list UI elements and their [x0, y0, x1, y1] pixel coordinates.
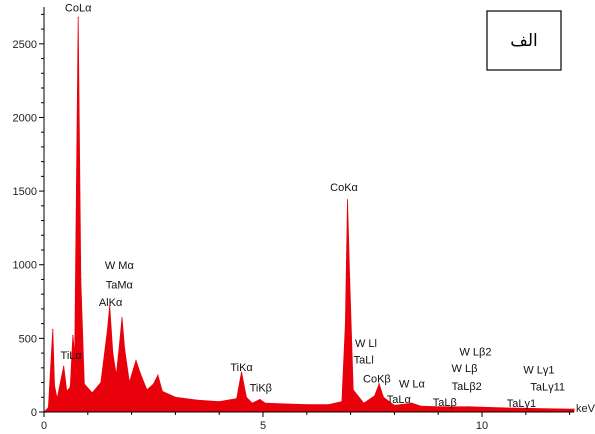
spectrum-point: [72, 334, 74, 336]
spectrum-point: [382, 396, 385, 398]
spectrum-point: [146, 389, 148, 391]
spectrum-point: [115, 374, 117, 376]
x-tick-label: 0: [41, 420, 47, 432]
spectrum-point: [91, 392, 93, 394]
spectrum-point: [525, 407, 527, 409]
spectrum-point: [161, 390, 163, 392]
peak-label: W Lβ2: [459, 346, 491, 358]
spectrum-point: [284, 403, 286, 405]
x-axis-label: keV: [576, 403, 595, 415]
spectrum-point: [328, 404, 330, 406]
y-tick-label: 500: [19, 333, 37, 345]
spectrum-point: [66, 390, 68, 392]
spectrum-point: [547, 408, 549, 410]
peak-label: AlKα: [99, 297, 123, 309]
spectrum-point: [363, 402, 365, 404]
spectrum-point: [341, 401, 343, 403]
x-tick-label: 10: [476, 420, 488, 432]
peak-label: TaLγ1: [507, 398, 536, 410]
spectrum-point: [74, 355, 76, 357]
peak-labels: CoLα W Mα TaMα AlKα TiLα TiKα TiKβ CoKα W Ll TaLl…: [61, 2, 566, 409]
spectrum-point: [259, 398, 261, 401]
spectrum-point: [378, 383, 380, 385]
peak-label: CoKα: [330, 182, 358, 194]
spectrum-point: [264, 402, 266, 404]
spectrum-point: [157, 374, 159, 376]
panel-label-frame: [486, 10, 562, 71]
spectrum-point: [100, 381, 102, 384]
panel-label-box: الف: [486, 10, 562, 71]
y-tick-label: 0: [31, 407, 37, 419]
spectrum-point: [139, 373, 141, 375]
spectrum-point: [106, 328, 109, 331]
spectrum-point: [393, 404, 395, 406]
peak-label: TaLβ2: [452, 381, 482, 393]
spectrum-point: [251, 402, 253, 404]
spectrum-point: [109, 305, 111, 307]
spectrum-point: [121, 317, 123, 319]
spectrum-point: [245, 396, 247, 398]
spectrum-point: [135, 359, 137, 362]
peak-label: W Mα: [105, 260, 135, 272]
spectrum-point: [124, 348, 126, 350]
spectrum-point: [236, 398, 238, 400]
spectrum-point: [420, 405, 422, 407]
plot-area: [43, 16, 575, 413]
spectrum-point: [69, 386, 71, 388]
spectrum-point: [77, 16, 79, 18]
spectrum-point: [83, 383, 85, 385]
spectrum-point: [374, 395, 376, 397]
peak-label: W Lβ: [452, 363, 478, 375]
spectrum-point: [573, 408, 575, 410]
spectrum-point: [306, 404, 308, 406]
peak-label: TiKα: [230, 362, 253, 374]
spectrum-point: [152, 383, 155, 385]
spectrum-point: [174, 396, 176, 398]
spectrum-point: [346, 199, 349, 201]
spectrum-point: [437, 406, 439, 408]
spectrum-point: [63, 365, 65, 367]
y-tick-label: 2000: [13, 112, 37, 124]
peak-label: TaLl: [354, 354, 374, 366]
spectrum-point: [47, 407, 50, 409]
spectrum-point: [349, 278, 351, 281]
spectrum-point: [119, 340, 121, 342]
peak-label: TiKβ: [250, 382, 272, 394]
peak-label: CoKβ: [363, 374, 391, 386]
peak-label: W Ll: [355, 338, 377, 350]
peak-label: TiLα: [61, 350, 83, 362]
x-tick-label: 5: [260, 420, 266, 432]
spectrum-point: [56, 398, 58, 400]
spectrum-point: [503, 407, 505, 409]
y-tick-label: 2500: [13, 39, 37, 51]
peak-label: TaLγ11: [530, 382, 565, 394]
axes: 0 5 10 keV 0 500 1000 1500 2000 2500: [13, 7, 595, 432]
y-tick-label: 1500: [13, 186, 37, 198]
y-tick-label: 1000: [13, 260, 37, 272]
spectrum-point: [128, 381, 130, 384]
peak-label: TaLβ: [433, 397, 457, 409]
spectrum-point: [80, 278, 82, 281]
spectrum-point: [344, 323, 346, 325]
spectrum-point: [53, 384, 56, 387]
spectrum-point: [218, 401, 220, 403]
spectrum-point: [352, 389, 354, 391]
peak-label: W Lα: [399, 379, 426, 391]
peak-label: TaMα: [106, 279, 134, 291]
peak-label: TaLα: [387, 394, 412, 406]
panel-label: الف: [510, 31, 538, 51]
spectrum-point: [411, 402, 413, 404]
spectrum-point: [240, 371, 243, 373]
spectrum-point: [112, 352, 114, 354]
spectrum-point: [468, 406, 470, 408]
peak-label: W Lγ1: [523, 365, 554, 377]
spectrum-point: [52, 328, 54, 331]
spectrum-point: [196, 399, 198, 401]
peak-label: CoLα: [65, 2, 92, 14]
